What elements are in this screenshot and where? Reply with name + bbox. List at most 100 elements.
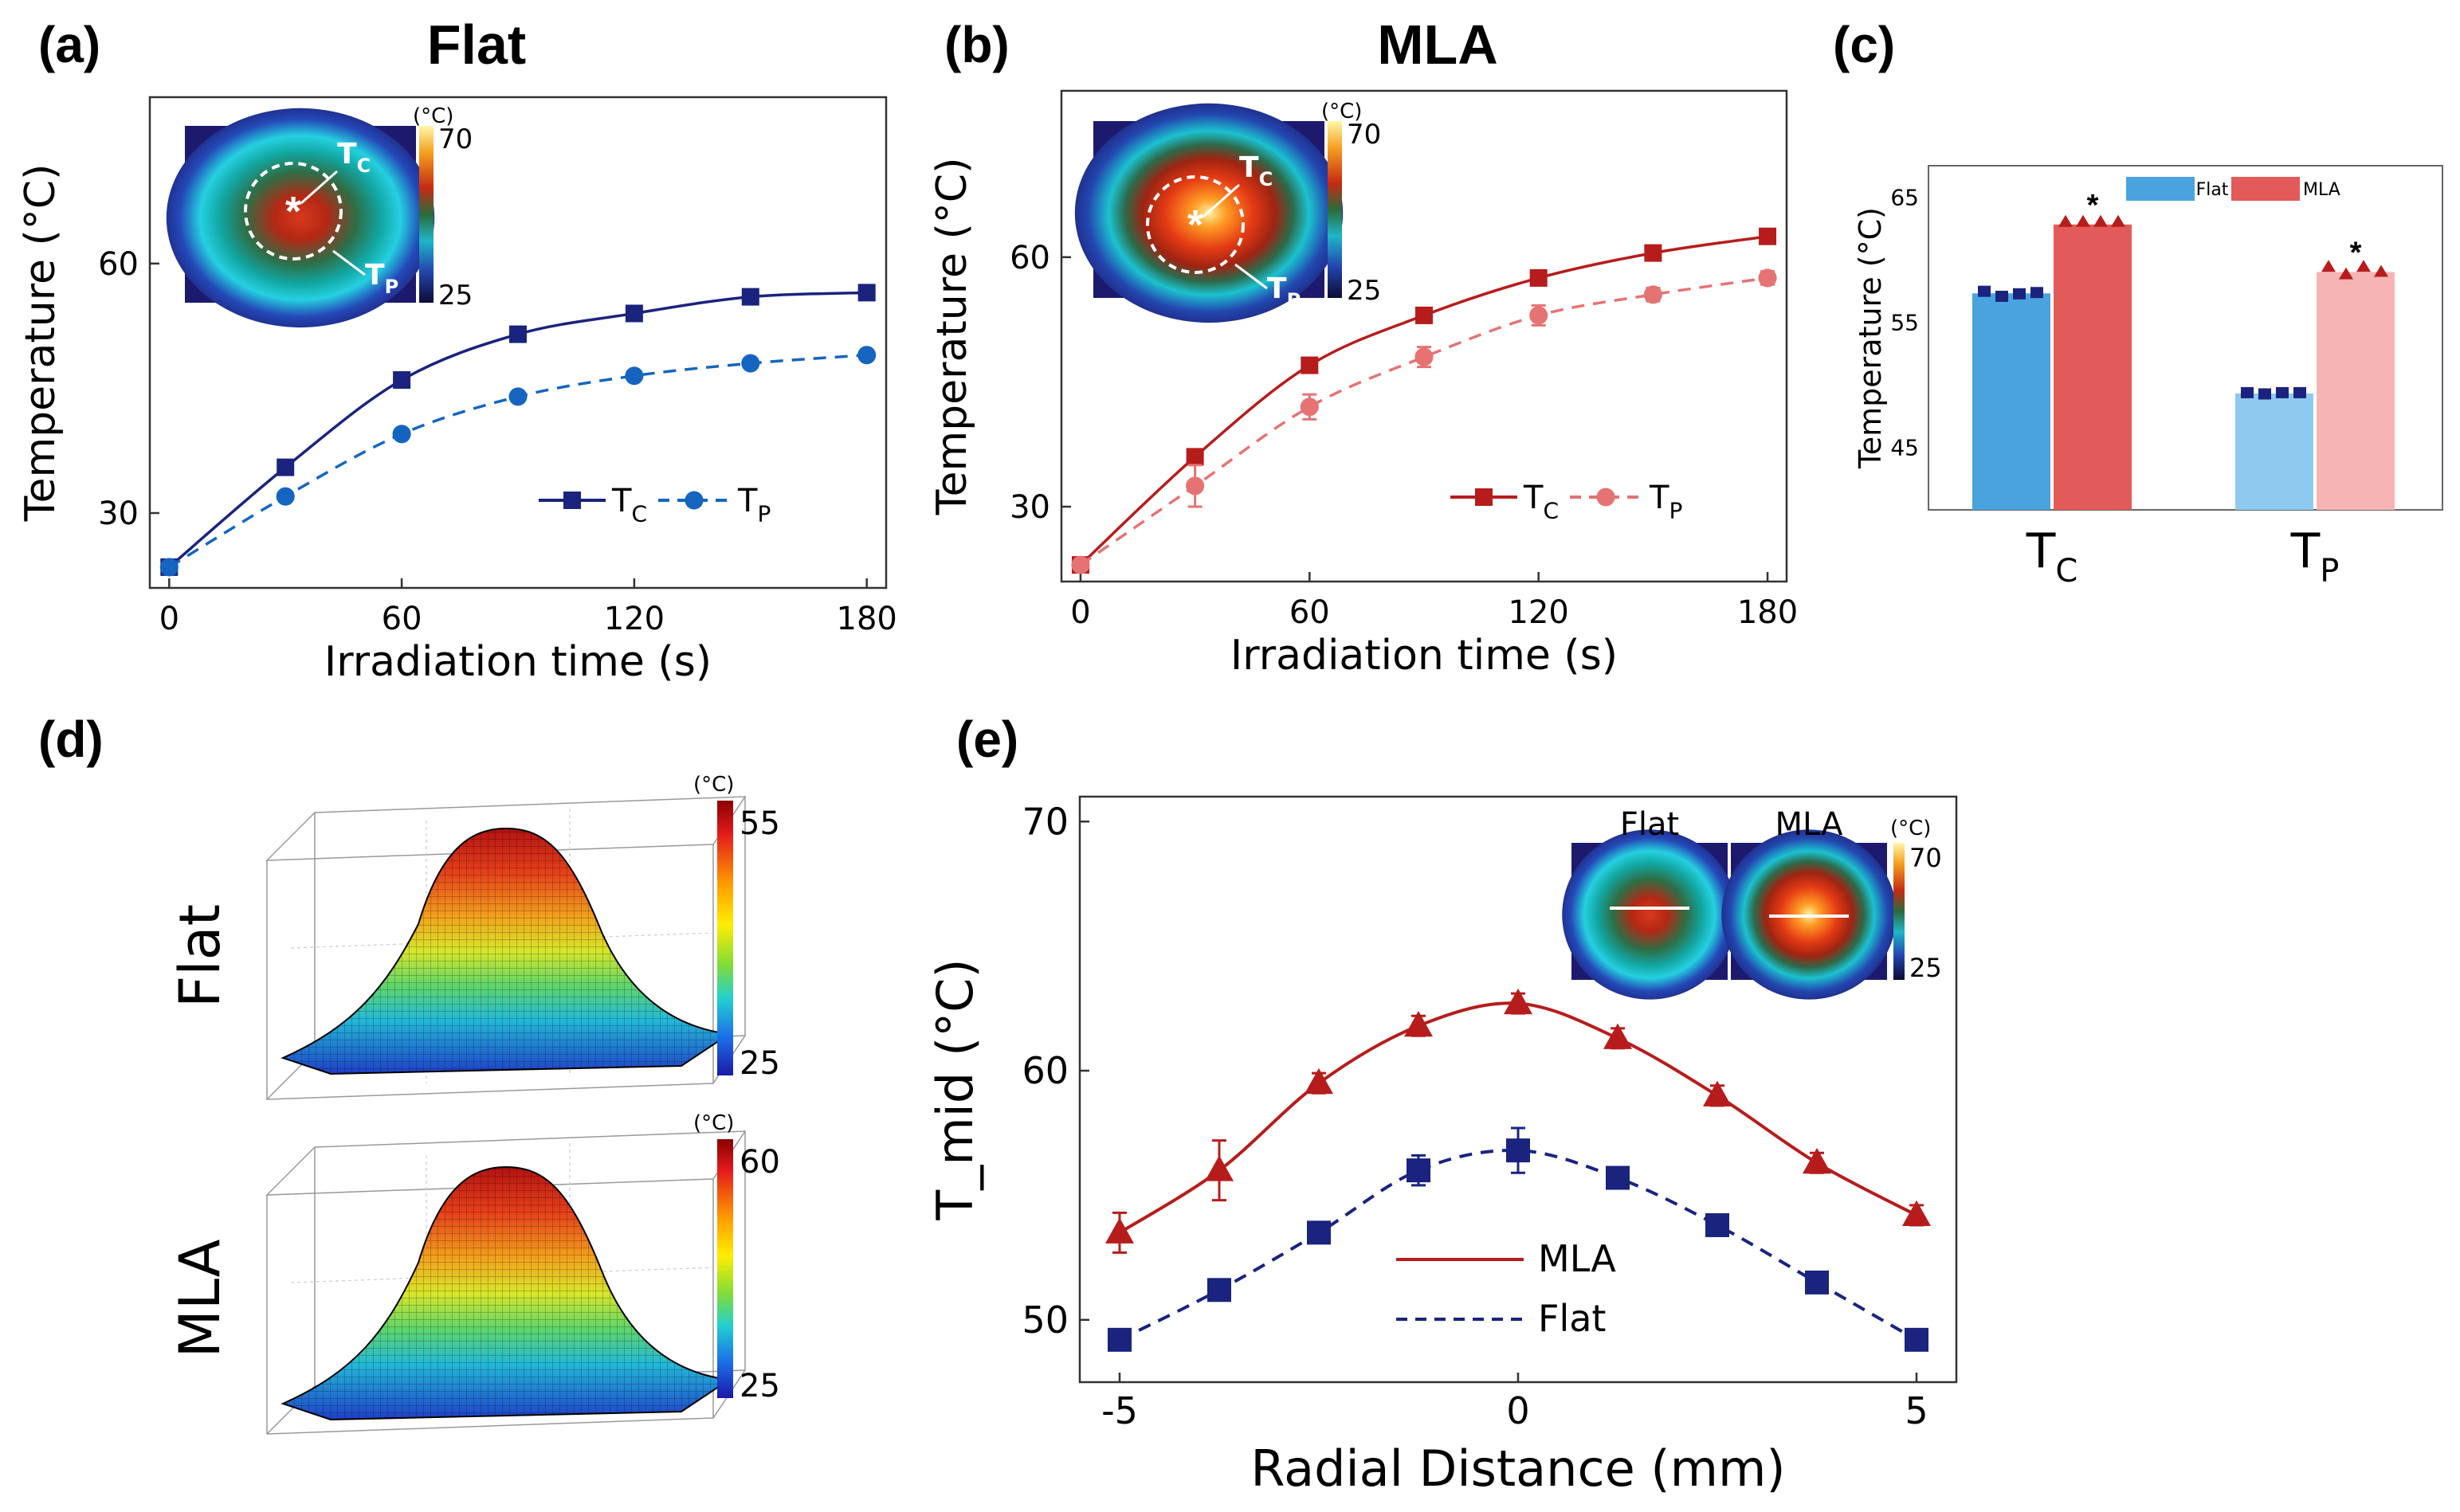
chart-c-point-MLA (2374, 264, 2388, 277)
chart-c-legend-label-mla: MLA (2303, 180, 2340, 200)
panel-label-d: (d) (38, 711, 104, 768)
chart-e-point-MLA (1703, 1080, 1732, 1107)
inset-e-colorbar-min: 25 (1909, 953, 1942, 983)
chart-e-xtick-label: 0 (1506, 1389, 1529, 1432)
chart-c-frame (1928, 165, 2443, 511)
chart-b-xtick-label: 120 (1509, 594, 1569, 631)
chart-a-point-T_C (277, 458, 295, 476)
chart-e-series-line-MLA (1118, 1001, 1917, 1235)
chart-e-point-MLA (1305, 1067, 1333, 1095)
chart-c-category-label-main: T (2290, 523, 2321, 579)
inset-a-center-mark: * (285, 189, 302, 235)
inset-a-dashed-ring (244, 162, 343, 260)
chart-b-xtick-label: 0 (1070, 594, 1090, 631)
inset-e-title-mla: MLA (1775, 806, 1843, 843)
chart-c-point-Flat (1978, 285, 1991, 297)
chart-e-ytick-label: 60 (1022, 1049, 1069, 1092)
chart-a-point-T_C (857, 284, 876, 302)
surface-1-colorbar-unit: (°C) (693, 1111, 734, 1135)
inset-a-arrow-tc (300, 170, 338, 205)
chart-c-category-label: TP (2290, 523, 2340, 590)
surface-1-mesh (283, 1167, 729, 1420)
chart-c-bar-MLA-1 (2317, 272, 2395, 510)
inset-b-label-tp-main: T (1267, 272, 1287, 305)
inset-e-colorbar (1893, 843, 1905, 980)
chart-c-category-label: TC (2026, 523, 2078, 590)
surface-0-box (265, 796, 747, 1100)
inset-a-label-tc-main: T (337, 138, 357, 170)
chart-e-point-Flat (1705, 1212, 1729, 1237)
chart-b-point-T_P (1758, 268, 1777, 288)
legend-b-label-tp: TP (1649, 480, 1682, 524)
chart-e-ytick-label: 50 (1022, 1299, 1069, 1342)
chart-b-point-T_C (1644, 244, 1662, 262)
chart-a-xtick-label: 60 (382, 601, 422, 637)
surface-1-box (265, 1130, 747, 1435)
surface-0-colorbar-unit: (°C) (693, 773, 734, 797)
surface-0-colorbar-min: 25 (740, 1045, 780, 1082)
inset-a-colorbar (419, 126, 434, 303)
chart-c-point-Flat (2293, 386, 2306, 398)
inset-e-colorbar-max: 70 (1909, 843, 1942, 873)
title-b: MLA (1377, 14, 1498, 76)
legend-a-marker-tp (685, 491, 704, 510)
chart-b-frame (1060, 89, 1788, 583)
chart-c-bar-Flat-0 (1972, 293, 2050, 510)
chart-a-point-T_P (276, 487, 295, 506)
chart-b-point-T_P (1414, 347, 1434, 366)
inset-a-colorbar-unit: (°C) (413, 104, 453, 128)
chart-b-point-T_C (1186, 448, 1204, 466)
inset-b-arrow-tc (1203, 183, 1240, 218)
chart-c-bar-Flat-1 (2235, 393, 2313, 510)
surface-0-colorbar (717, 801, 733, 1075)
chart-e-ylabel: T_mid (°C) (926, 958, 984, 1220)
inset-b-label-tp-sub: P (1287, 289, 1301, 311)
inset-a-arrow-tp (332, 249, 366, 276)
inset-b-colorbar-unit: (°C) (1321, 100, 1362, 123)
chart-c-significance-mark: * (2087, 189, 2099, 222)
chart-e-xlabel: Radial Distance (mm) (1250, 1440, 1785, 1498)
chart-c-point-MLA (2111, 214, 2125, 227)
chart-a-point-T_P (392, 425, 411, 444)
chart-a-ytick-label: 60 (98, 246, 139, 283)
inset-a-colorbar-max: 70 (438, 123, 473, 155)
legend-b-marker-tc (1475, 488, 1493, 506)
surface-0-colorbar-max: 55 (740, 805, 780, 842)
chart-c-point-Flat (2030, 287, 2043, 299)
chart-b-point-T_P (1300, 398, 1319, 417)
chart-c-legend-label-flat: Flat (2196, 180, 2229, 200)
chart-b-point-T_P (1643, 285, 1662, 304)
legend-a-marker-tc (563, 492, 581, 509)
chart-a-point-T_P (857, 346, 877, 365)
chart-b-point-T_C (1529, 268, 1548, 287)
chart-e-point-Flat (1108, 1327, 1132, 1352)
chart-c-point-MLA (2093, 214, 2108, 227)
chart-c-point-MLA (2321, 260, 2336, 272)
chart-c-legend-swatch-mla (2231, 177, 2300, 201)
chart-c-point-MLA (2076, 214, 2090, 227)
chart-a-point-T_C (393, 370, 411, 389)
chart-a-point-T_C (625, 304, 643, 323)
inset-b-colorbar (1328, 121, 1342, 298)
inset-a-label-tp-main: T (365, 259, 385, 292)
chart-c-significance-mark: * (2350, 237, 2362, 270)
surface-1-row-label: MLA (167, 1239, 233, 1357)
inset-e-title-flat: Flat (1620, 806, 1679, 843)
chart-b-xlabel: Irradiation time (s) (1230, 632, 1618, 680)
chart-a-xtick-label: 0 (159, 601, 179, 637)
chart-b-point-T_P (1071, 555, 1090, 574)
chart-e-point-Flat (1805, 1270, 1829, 1295)
inset-a-colorbar-min: 25 (438, 280, 473, 311)
chart-c-ytick-label: 45 (1890, 434, 1919, 460)
chart-a-point-T_C (741, 288, 759, 306)
chart-e-point-MLA (1902, 1200, 1931, 1226)
chart-e-point-Flat (1606, 1165, 1630, 1190)
chart-c-category-label-main: T (2026, 523, 2056, 579)
chart-c-point-MLA (2356, 260, 2371, 272)
chart-c-ylabel: Temperature (°C) (1853, 207, 1888, 469)
chart-e-point-MLA (1803, 1148, 1831, 1174)
inset-b-label-tc-main: T (1239, 151, 1259, 184)
inset-e-colorbar-unit: (°C) (1890, 817, 1931, 840)
chart-e-point-Flat (1207, 1278, 1231, 1302)
